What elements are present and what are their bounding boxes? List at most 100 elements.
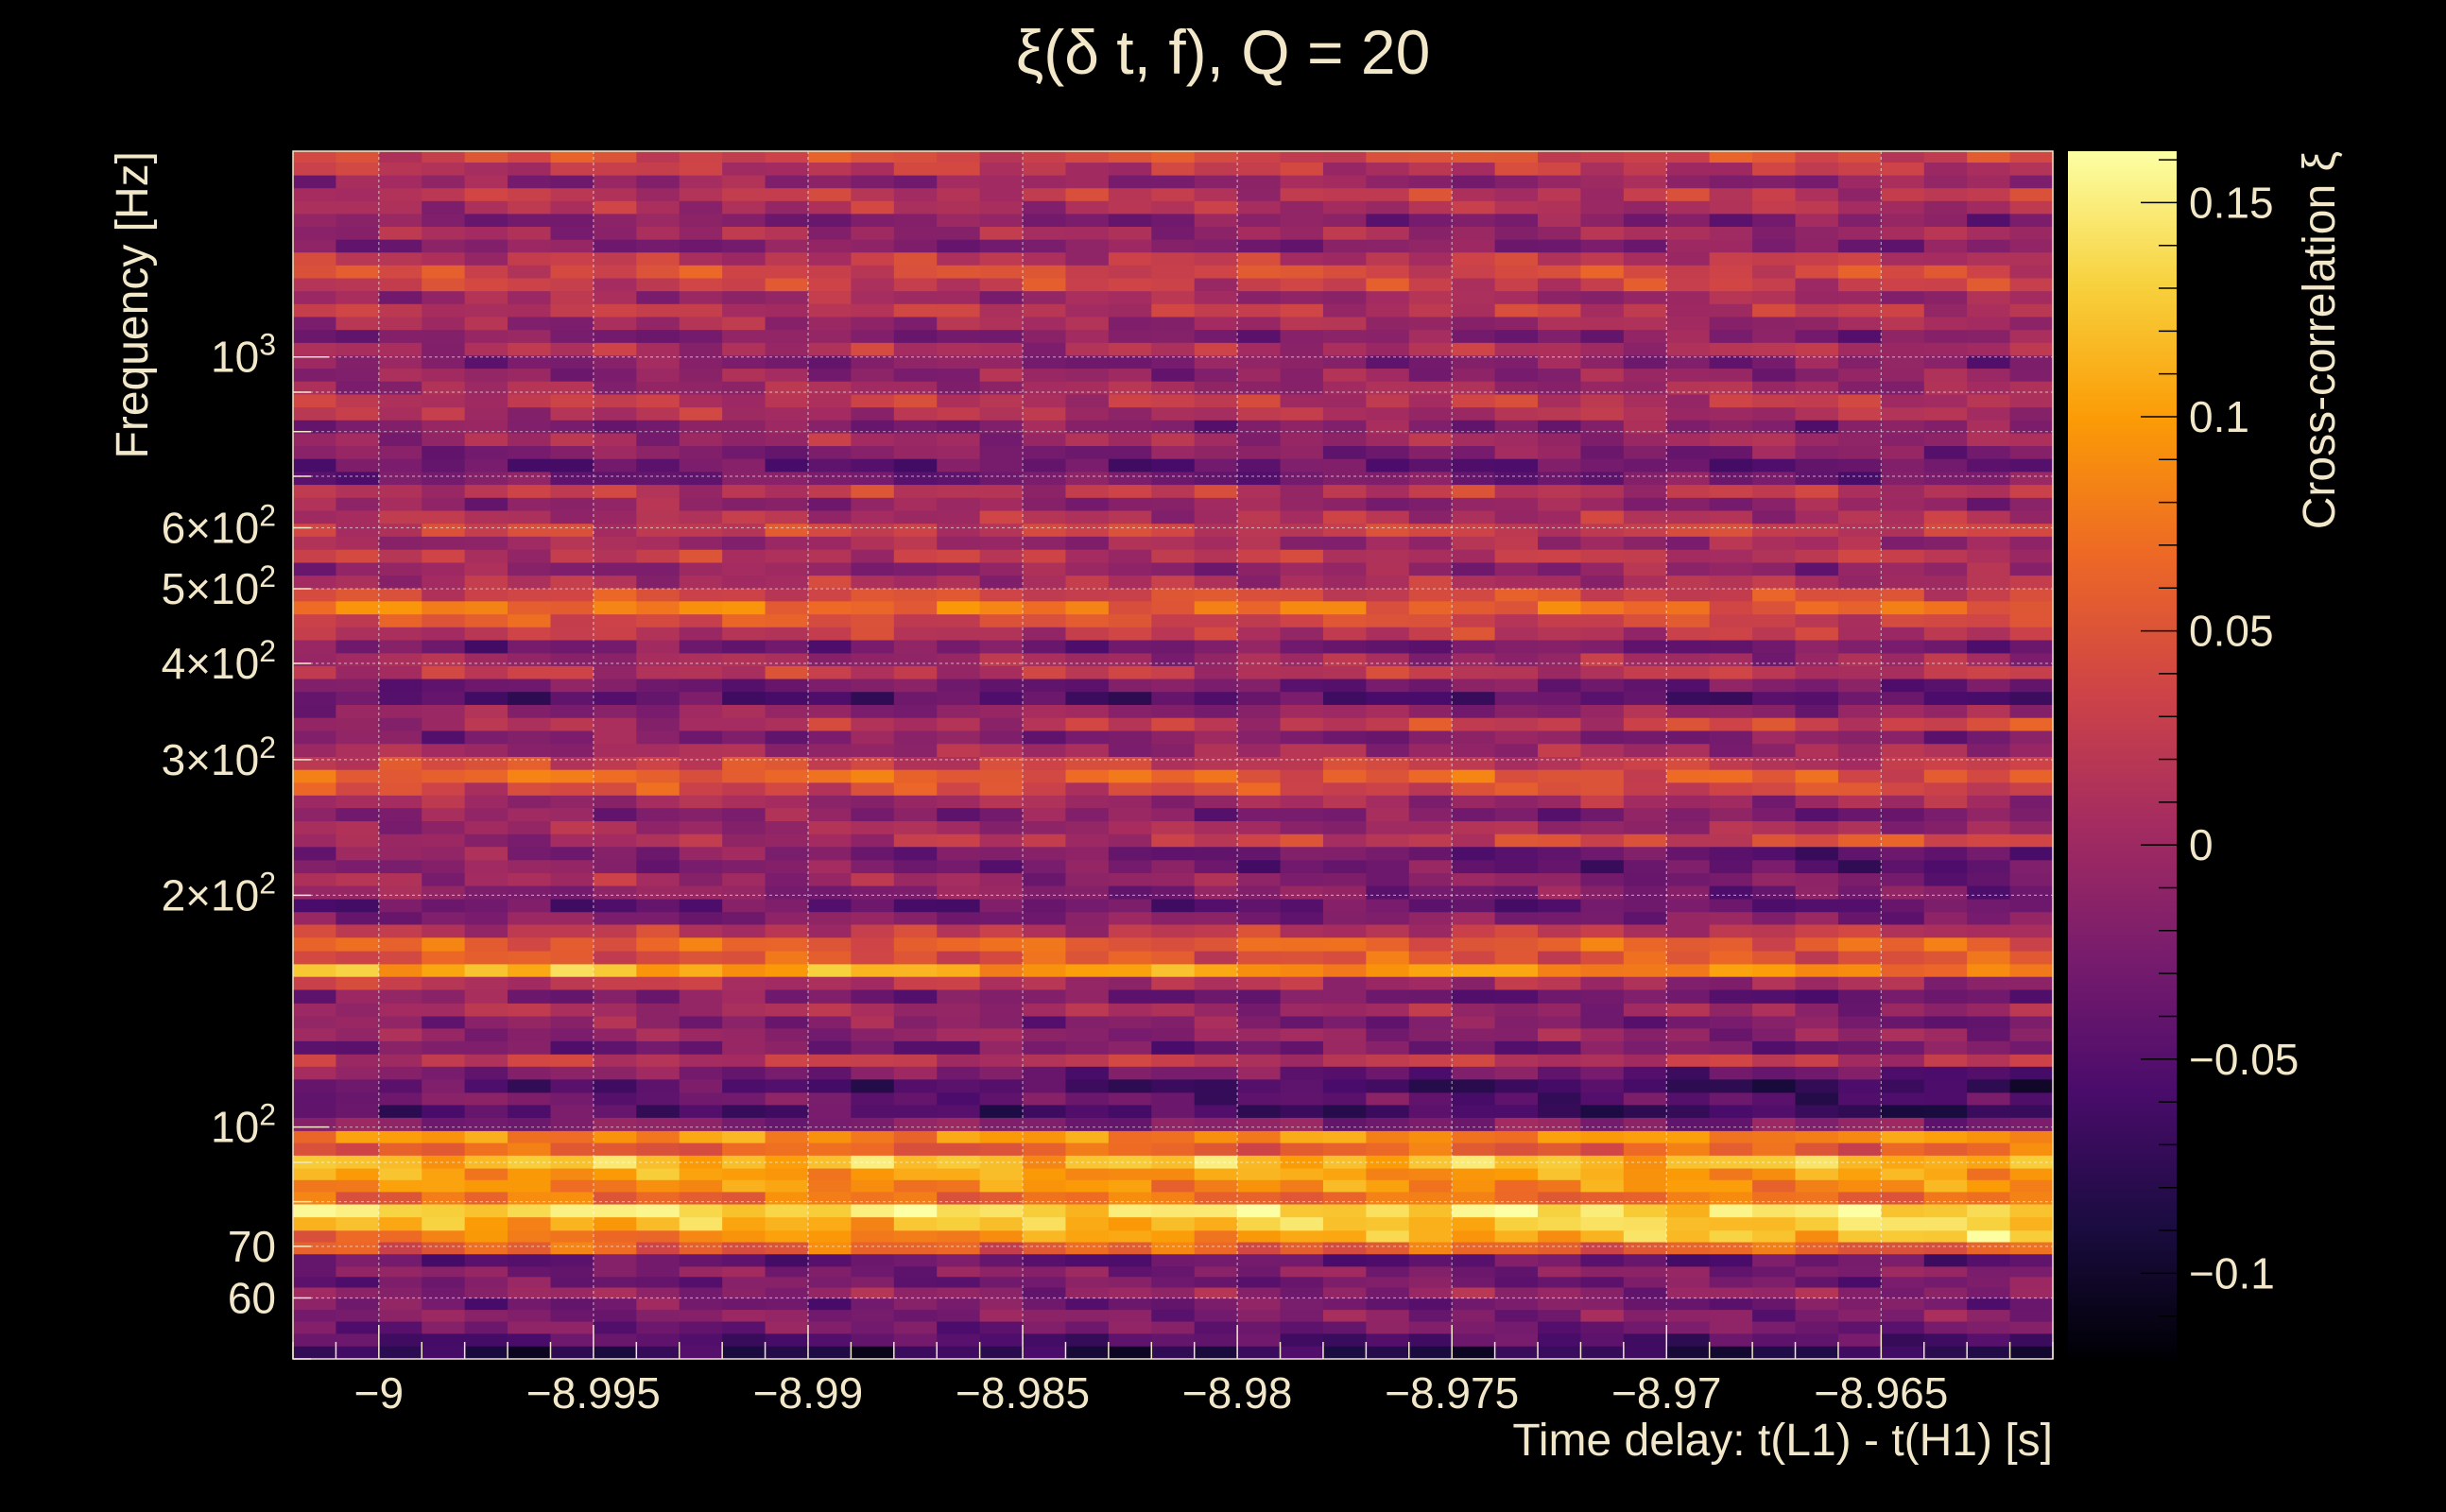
heatmap-cell — [679, 458, 723, 472]
heatmap-cell — [1795, 1066, 1839, 1080]
heatmap-cell — [422, 1167, 466, 1180]
heatmap-cell — [1194, 432, 1238, 447]
heatmap-cell — [1881, 1167, 1925, 1180]
heatmap-cell — [1237, 872, 1282, 886]
heatmap-cell — [550, 1027, 594, 1041]
heatmap-cell — [851, 588, 895, 602]
heatmap-cell — [2009, 923, 2054, 938]
heatmap-cell — [1580, 833, 1625, 848]
heatmap-cell — [937, 458, 981, 472]
heatmap-cell — [1623, 1332, 1667, 1347]
heatmap-cell — [508, 1130, 552, 1143]
heatmap-cell — [1237, 1265, 1282, 1278]
heatmap-cell — [1280, 795, 1324, 809]
heatmap-cell — [722, 213, 767, 227]
heatmap-cell — [1237, 420, 1282, 434]
heatmap-cell — [378, 1104, 422, 1118]
heatmap-cell — [1967, 1276, 2011, 1288]
y-tick-label: 3×102 — [162, 730, 276, 784]
heatmap-cell — [1408, 316, 1453, 331]
heatmap-cell — [1881, 277, 1925, 292]
heatmap-cell — [1237, 743, 1282, 757]
heatmap-cell — [1795, 420, 1839, 434]
heatmap-cell — [1151, 846, 1196, 861]
heatmap-cell — [550, 1066, 594, 1080]
heatmap-cell — [937, 497, 981, 511]
heatmap-cell — [1322, 820, 1367, 834]
heatmap-cell — [1322, 704, 1367, 718]
heatmap-cell — [1666, 613, 1711, 627]
heatmap-cell — [336, 1253, 380, 1267]
heatmap-cell — [1837, 1167, 1882, 1180]
heatmap-cell — [1322, 368, 1367, 382]
heatmap-cell — [722, 1276, 767, 1288]
heatmap-cell — [422, 536, 466, 550]
heatmap-cell — [979, 406, 1024, 421]
heatmap-cell — [1237, 445, 1282, 459]
heatmap-cell — [636, 471, 680, 486]
heatmap-cell — [1709, 1054, 1753, 1067]
heatmap-cell — [1322, 1346, 1367, 1360]
heatmap-cell — [422, 1015, 466, 1029]
heatmap-cell — [378, 329, 422, 343]
heatmap-cell — [937, 549, 981, 563]
heatmap-cell — [636, 1104, 680, 1118]
heatmap-cell — [1023, 1320, 1067, 1334]
heatmap-cell — [422, 523, 466, 537]
heatmap-cell — [336, 923, 380, 938]
heatmap-cell — [1923, 743, 1968, 757]
heatmap-cell — [1452, 923, 1496, 938]
heatmap-cell — [1580, 162, 1625, 176]
heatmap-cell — [893, 290, 938, 304]
heatmap-cell — [765, 175, 809, 189]
heatmap-cell — [1795, 200, 1839, 215]
heatmap-cell — [1023, 354, 1067, 369]
heatmap-cell — [1452, 175, 1496, 189]
heatmap-cell — [508, 1003, 552, 1017]
heatmap-cell — [1194, 665, 1238, 679]
heatmap-cell — [1322, 988, 1367, 1004]
heatmap-cell — [593, 277, 637, 292]
heatmap-cell — [1237, 1241, 1282, 1255]
heatmap-cell — [979, 795, 1024, 809]
heatmap-cell — [1580, 782, 1625, 796]
heatmap-cell — [593, 769, 637, 783]
heatmap-cell — [1494, 1346, 1539, 1360]
heatmap-cell — [937, 445, 981, 459]
heatmap-cell — [464, 406, 508, 421]
heatmap-cell — [1280, 885, 1324, 900]
heatmap-cell — [422, 381, 466, 395]
heatmap-cell — [378, 833, 422, 848]
heatmap-cell — [1623, 497, 1667, 511]
heatmap-cell — [593, 795, 637, 809]
heatmap-cell — [1023, 950, 1067, 965]
heatmap-cell — [1709, 1265, 1753, 1278]
heatmap-cell — [1366, 846, 1410, 861]
heatmap-cell — [1237, 859, 1282, 874]
heatmap-cell — [679, 600, 723, 615]
heatmap-cell — [1923, 200, 1968, 215]
heatmap-cell — [336, 381, 380, 395]
heatmap-cell — [1065, 782, 1110, 796]
heatmap-cell — [1752, 561, 1797, 576]
heatmap-cell — [722, 1229, 767, 1243]
heatmap-cell — [1151, 833, 1196, 848]
heatmap-cell — [1837, 162, 1882, 176]
heatmap-cell — [464, 1003, 508, 1017]
heatmap-cell — [722, 1332, 767, 1347]
heatmap-cell — [336, 445, 380, 459]
heatmap-cell — [1194, 652, 1238, 666]
heatmap-cell — [1322, 354, 1367, 369]
heatmap-cell — [1923, 187, 1968, 201]
heatmap-cell — [1322, 730, 1367, 745]
heatmap-cell — [2009, 704, 2054, 718]
heatmap-cell — [722, 226, 767, 240]
heatmap-cell — [1151, 1216, 1196, 1231]
heatmap-cell — [1580, 600, 1625, 615]
heatmap-cell — [1538, 1091, 1582, 1106]
heatmap-cell — [722, 523, 767, 537]
heatmap-cell — [807, 251, 852, 266]
heatmap-cell — [1923, 769, 1968, 783]
heatmap-cell — [893, 885, 938, 900]
heatmap-cell — [1623, 1309, 1667, 1322]
